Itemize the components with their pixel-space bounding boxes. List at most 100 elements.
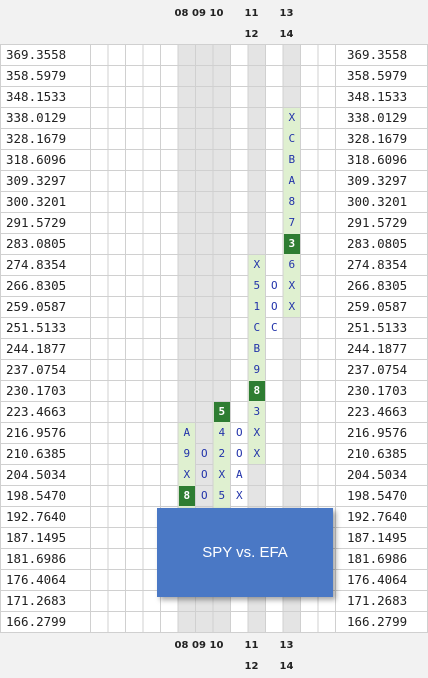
price-label-left: 358.5979 <box>6 68 67 83</box>
pf-box-x: 9 <box>183 447 191 460</box>
price-label-right: 210.6385 <box>347 446 408 461</box>
price-label-right: 187.1495 <box>347 530 408 545</box>
price-label-left: 309.3297 <box>6 173 67 188</box>
pf-box-x: X <box>253 258 261 271</box>
year-label-top: 13 <box>279 8 294 19</box>
price-label-right: 181.6986 <box>347 551 408 566</box>
price-label-right: 259.0587 <box>347 299 408 314</box>
price-label-left: 216.9576 <box>6 425 67 440</box>
price-label-left: 291.5729 <box>6 215 67 230</box>
pf-box-x: X <box>288 111 296 124</box>
price-label-left: 266.8305 <box>6 278 67 293</box>
price-label-left: 171.2683 <box>6 593 67 608</box>
pf-box-highlight: 8 <box>248 381 265 401</box>
pf-box-o: O <box>200 447 208 460</box>
price-label-right: 274.8354 <box>347 257 408 272</box>
price-label-right: 244.1877 <box>347 341 408 356</box>
pf-box-o: O <box>270 279 278 292</box>
price-label-right: 198.5470 <box>347 488 408 503</box>
year-label-bottom: 09 <box>192 640 206 651</box>
year-label-top: 11 <box>244 8 259 19</box>
price-label-right: 369.3558 <box>347 47 408 62</box>
price-label-left: 166.2799 <box>6 614 67 629</box>
price-label-right: 309.3297 <box>347 173 408 188</box>
pf-box-x: X <box>288 300 296 313</box>
pf-box-o: A <box>235 468 243 481</box>
price-label-right: 230.1703 <box>347 383 408 398</box>
x-column-fill <box>283 108 300 317</box>
pf-box-x: 7 <box>288 216 296 229</box>
year-label-bottom: 14 <box>279 661 294 672</box>
price-label-left: 300.3201 <box>6 194 67 209</box>
price-label-right: 171.2683 <box>347 593 408 608</box>
price-label-right: 223.4663 <box>347 404 408 419</box>
pf-box-x: C <box>288 132 296 145</box>
year-label-bottom: 11 <box>244 640 259 651</box>
price-label-right: 328.1679 <box>347 131 408 146</box>
pf-box-o: O <box>200 468 208 481</box>
price-label-left: 187.1495 <box>6 530 67 545</box>
price-label-left: 251.5133 <box>6 320 67 335</box>
price-label-right: 358.5979 <box>347 68 408 83</box>
pf-box-x: 9 <box>253 363 261 376</box>
pf-box-o: X <box>235 489 243 502</box>
price-label-right: 251.5133 <box>347 320 408 335</box>
pf-box-x: 5 <box>218 489 226 502</box>
price-label-right: 348.1533 <box>347 89 408 104</box>
footer-band <box>0 632 428 678</box>
price-label-left: 338.0129 <box>6 110 67 125</box>
pf-box-o: O <box>235 447 243 460</box>
year-label-top: 08 <box>174 8 189 19</box>
pf-box-x: X <box>218 468 226 481</box>
pf-box-x: X <box>183 468 191 481</box>
price-label-left: 274.8354 <box>6 257 67 272</box>
price-label-right: 291.5729 <box>347 215 408 230</box>
price-label-right: 204.5034 <box>347 467 408 482</box>
price-label-left: 210.6385 <box>6 446 67 461</box>
price-label-right: 283.0805 <box>347 236 408 251</box>
price-label-right: 237.0754 <box>347 362 408 377</box>
chart-title: SPY vs. EFA <box>202 544 288 561</box>
year-label-top: 12 <box>244 29 259 40</box>
pf-box-x: X <box>253 426 261 439</box>
price-label-right: 192.7640 <box>347 509 408 524</box>
pf-box-x: X <box>288 279 296 292</box>
year-label-top: 14 <box>279 29 294 40</box>
pf-box-highlight: 5 <box>213 402 230 422</box>
pf-box-x: 8 <box>288 195 296 208</box>
price-label-left: 259.0587 <box>6 299 67 314</box>
pf-box-x: 1 <box>253 300 261 313</box>
pf-box-x: 6 <box>288 258 296 271</box>
price-label-right: 318.6096 <box>347 152 408 167</box>
pf-box-o: O <box>235 426 243 439</box>
pf-box-x: B <box>253 342 261 355</box>
pf-box-x: X <box>253 447 261 460</box>
price-label-left: 176.4064 <box>6 572 67 587</box>
price-label-left: 328.1679 <box>6 131 67 146</box>
year-label-bottom: 12 <box>244 661 259 672</box>
pf-box-x: A <box>288 174 296 187</box>
pf-box-x: 4 <box>218 426 226 439</box>
pf-box-x: B <box>288 153 296 166</box>
price-label-right: 300.3201 <box>347 194 408 209</box>
chart-title-box: SPY vs. EFA <box>157 508 333 597</box>
price-label-left: 244.1877 <box>6 341 67 356</box>
pf-box-x: C <box>253 321 261 334</box>
pf-box-x: 5 <box>253 279 261 292</box>
price-label-right: 166.2799 <box>347 614 408 629</box>
price-label-left: 348.1533 <box>6 89 67 104</box>
price-label-left: 198.5470 <box>6 488 67 503</box>
pf-box-x: 3 <box>253 405 261 418</box>
year-label-bottom: 13 <box>279 640 294 651</box>
year-label-bottom: 08 <box>174 640 189 651</box>
price-label-left: 204.5034 <box>6 467 67 482</box>
price-label-left: 223.4663 <box>6 404 67 419</box>
pf-box-o: C <box>270 321 278 334</box>
price-label-right: 216.9576 <box>347 425 408 440</box>
pf-box-x: A <box>183 426 191 439</box>
pf-box-o: O <box>200 489 208 502</box>
price-label-left: 318.6096 <box>6 152 67 167</box>
pf-box-x: 2 <box>218 447 226 460</box>
